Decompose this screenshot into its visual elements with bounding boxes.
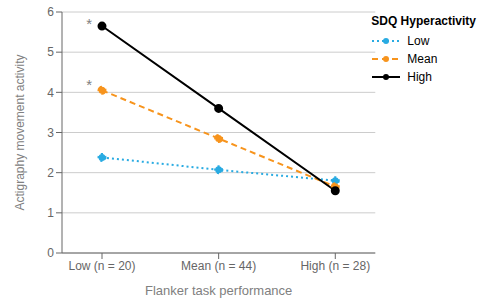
svg-text:Low (n = 20): Low (n = 20) (68, 259, 135, 273)
svg-text:Mean (n = 44): Mean (n = 44) (181, 259, 256, 273)
svg-text:4: 4 (47, 86, 54, 100)
svg-text:2: 2 (47, 166, 54, 180)
svg-text:High (n = 28): High (n = 28) (300, 259, 370, 273)
svg-text:1: 1 (47, 206, 54, 220)
svg-text:Actigraphy movement activity: Actigraphy movement activity (13, 54, 27, 210)
svg-text:5: 5 (47, 45, 54, 59)
html-text:SDQ Hyperactivity: SDQ Hyperactivity (371, 14, 476, 28)
svg-text:*: * (86, 15, 92, 32)
html-text:Mean: Mean (407, 52, 438, 66)
html-text:Low: Low (407, 34, 430, 48)
html-text:High: High (407, 70, 432, 84)
svg-text:Flanker task performance: Flanker task performance (145, 283, 292, 298)
svg-text:3: 3 (47, 126, 54, 140)
svg-text:*: * (86, 76, 92, 93)
svg-text:0: 0 (47, 246, 54, 260)
svg-text:6: 6 (47, 5, 54, 19)
